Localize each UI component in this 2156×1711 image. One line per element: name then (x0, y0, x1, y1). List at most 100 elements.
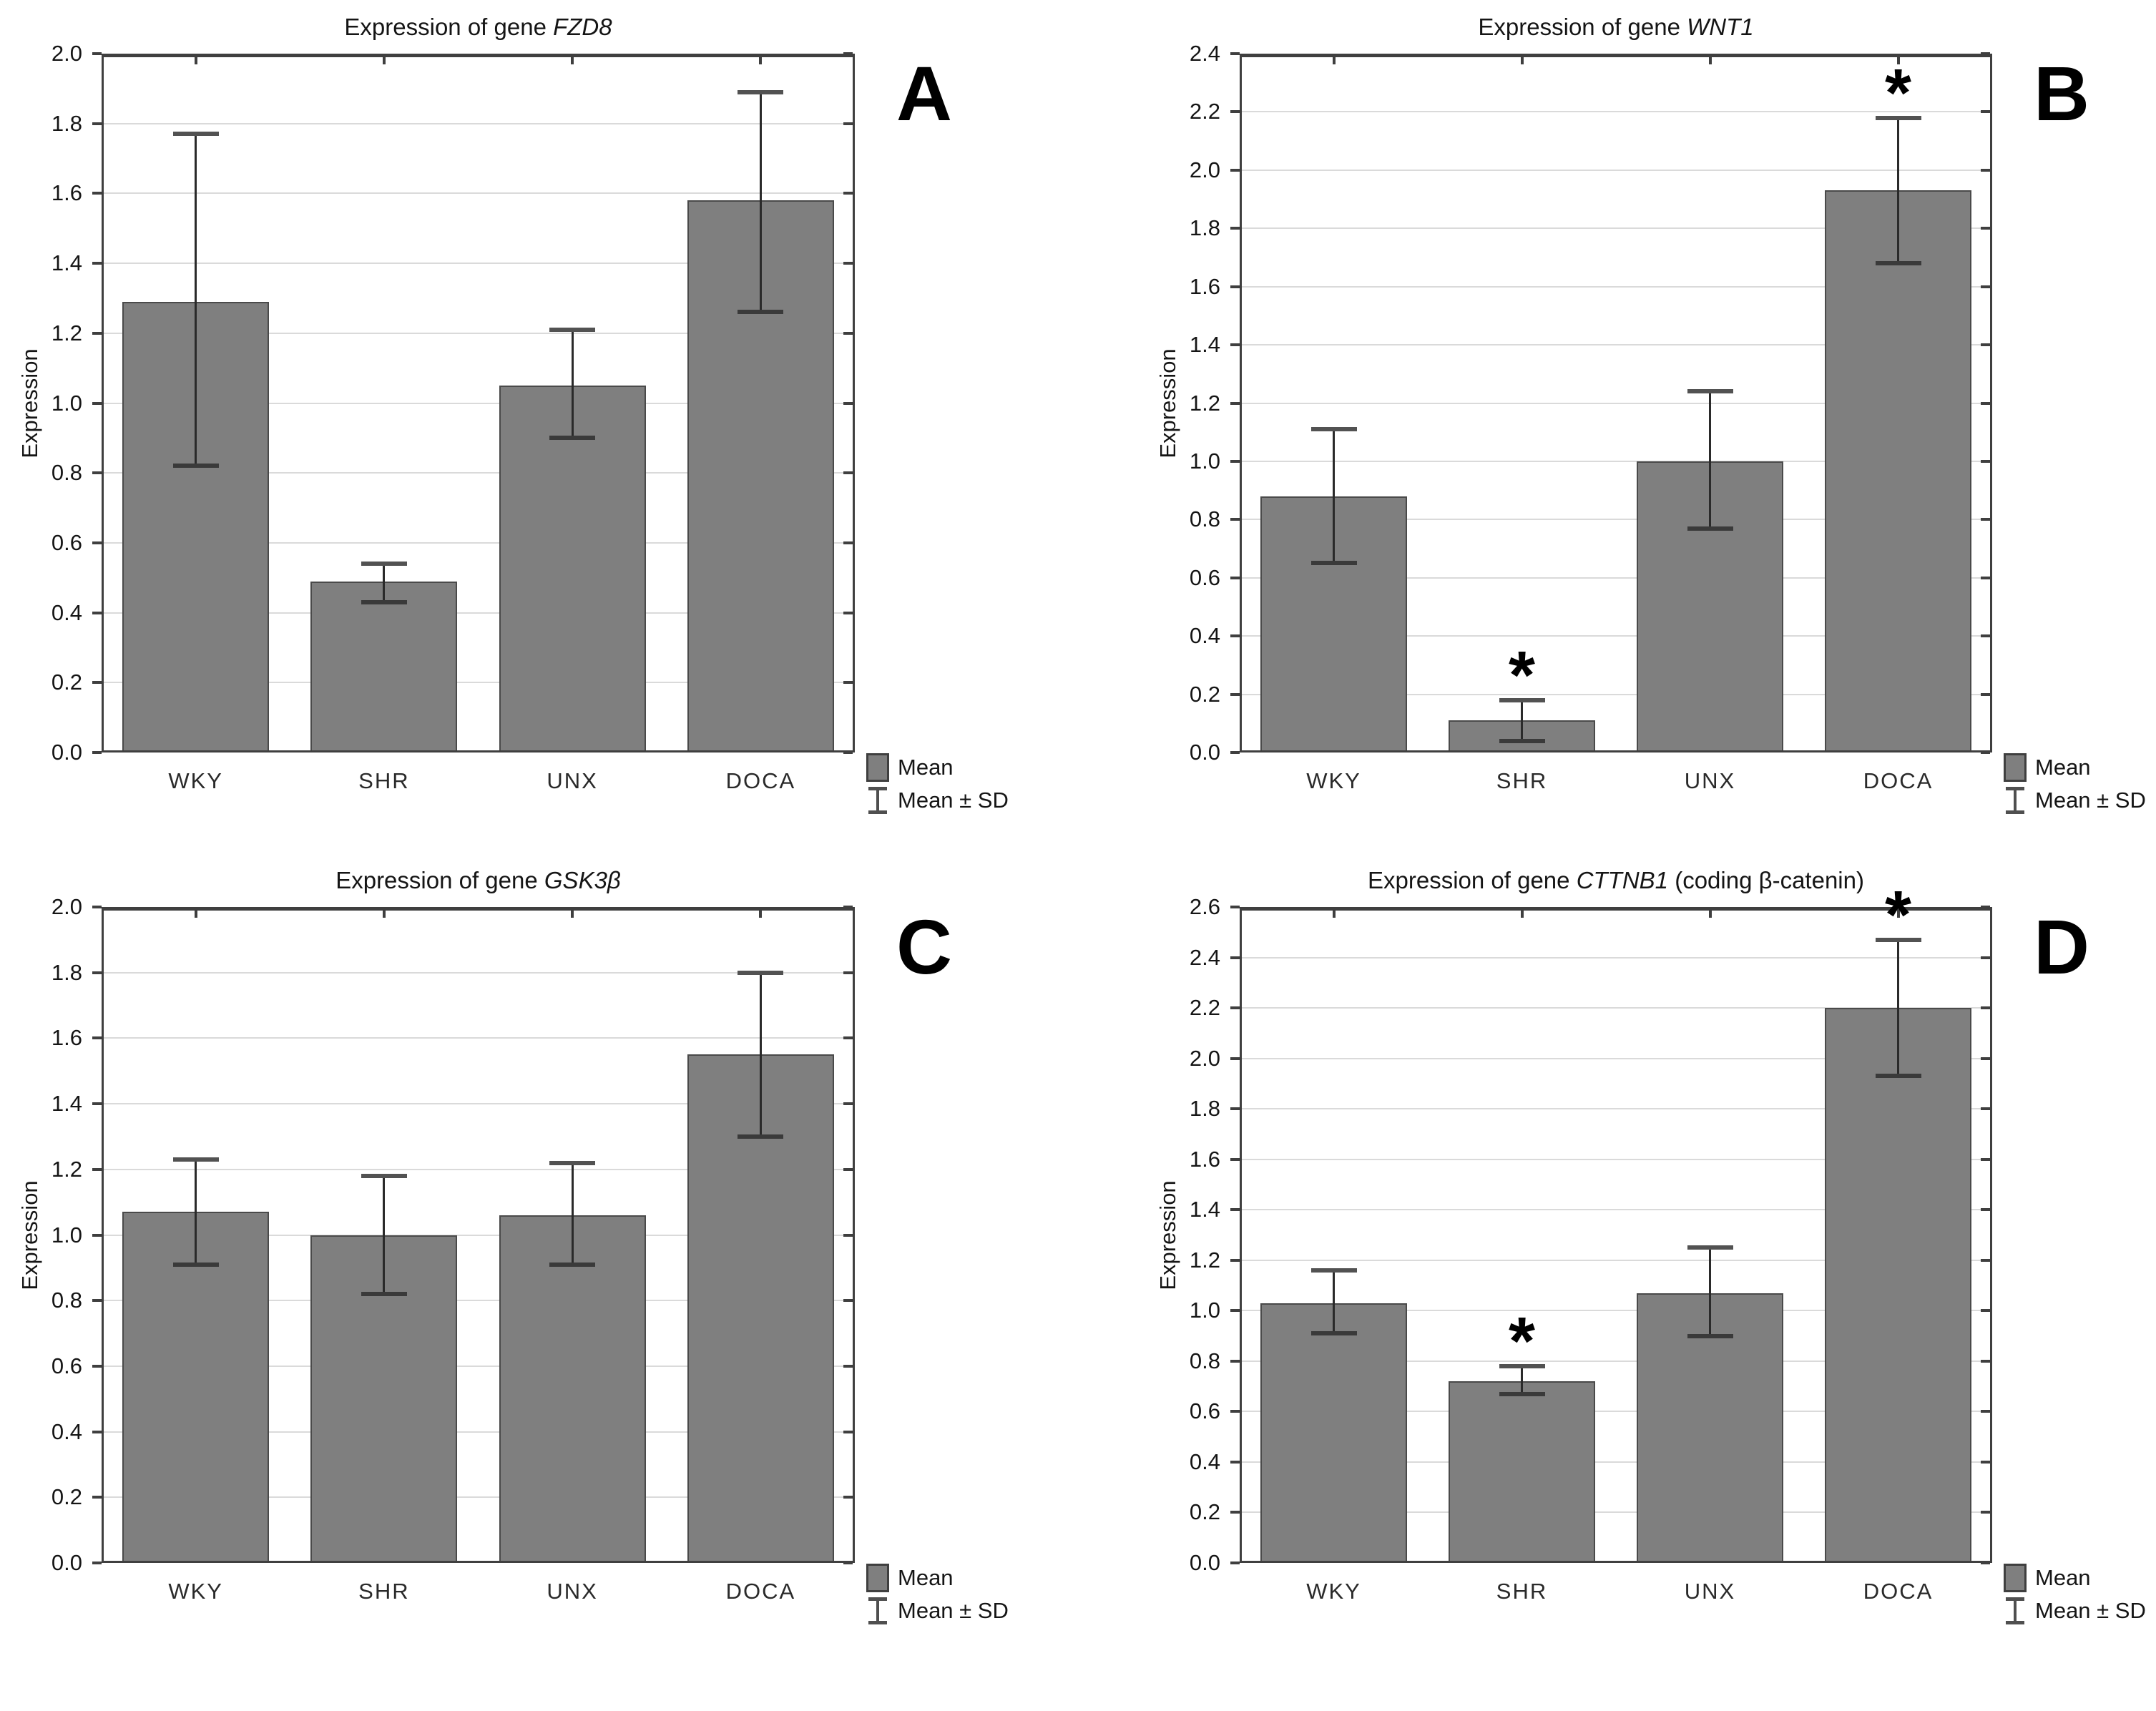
bar-doca (1825, 1008, 1971, 1561)
y-axis-tick (92, 681, 102, 685)
y-axis-tick (92, 1299, 102, 1303)
legend-c: Mean Mean ± SD (866, 1562, 1009, 1627)
gridline (1242, 1461, 1990, 1463)
gridline (1242, 1007, 1990, 1009)
error-bar-line (195, 134, 197, 466)
gridline (1242, 111, 1990, 113)
x-axis-tick-top (382, 911, 386, 918)
x-axis-tick-top (759, 911, 763, 918)
x-category-label: UNX (547, 1579, 598, 1604)
error-bar-line (1897, 117, 1899, 264)
mean-swatch-icon (2004, 753, 2027, 782)
error-bar-cap-bottom (1687, 1333, 1733, 1338)
error-bar-cap-top (549, 327, 596, 332)
x-category-label: WKY (168, 768, 223, 793)
error-bar-cap-bottom (172, 464, 219, 469)
error-bar-cap-bottom (549, 1262, 596, 1267)
error-bar-icon (866, 787, 889, 814)
significance-asterisk: * (1509, 637, 1535, 713)
y-tick-label: 0.8 (1189, 506, 1220, 532)
error-bar-line (383, 1175, 386, 1295)
y-axis-tick (92, 1167, 102, 1171)
y-axis-tick-right (843, 192, 853, 195)
plot-area-b (1240, 54, 1992, 752)
y-tick-label: 1.4 (51, 1091, 82, 1117)
gridline (1242, 693, 1990, 695)
error-bar-line (383, 564, 386, 602)
y-tick-label: 1.8 (51, 110, 82, 136)
y-axis-tick-right (1981, 576, 1990, 579)
plot-area-c (102, 907, 855, 1563)
y-axis-tick-right (1981, 52, 1990, 55)
gridline (104, 541, 853, 544)
bar-unx (499, 1215, 646, 1561)
y-axis-tick-right (843, 471, 853, 475)
error-bar-line (571, 329, 574, 438)
y-axis-tick-right (1981, 1056, 1990, 1060)
y-axis-tick-right (843, 541, 853, 544)
legend-mean-row: Mean (866, 1562, 1009, 1594)
y-axis-tick-right (1981, 692, 1990, 696)
x-axis-tick-top (194, 911, 197, 918)
error-bar-line (1897, 939, 1899, 1077)
y-axis-tick (92, 541, 102, 544)
y-axis-tick-right (843, 1036, 853, 1040)
error-bar-line (1333, 429, 1335, 564)
legend-sd-row: Mean ± SD (2004, 1594, 2146, 1627)
y-axis-tick-right (843, 1167, 853, 1171)
y-axis-tick (92, 262, 102, 265)
y-tick-label: 1.6 (1189, 1146, 1220, 1172)
gridline (1242, 285, 1990, 288)
error-bar-cap-top (1310, 427, 1357, 432)
y-axis-tick (1230, 110, 1240, 114)
y-axis-tick-right (843, 1233, 853, 1237)
y-axis-tick (1230, 751, 1240, 754)
legend-d: Mean Mean ± SD (2004, 1562, 2146, 1627)
y-axis-tick (1230, 227, 1240, 230)
y-axis-tick-right (843, 1562, 853, 1564)
error-bar-line (1333, 1270, 1335, 1334)
legend-mean-row: Mean (2004, 1562, 2146, 1594)
y-axis-tick-right (1981, 1208, 1990, 1212)
y-tick-label: 0.2 (1189, 1499, 1220, 1525)
y-axis-tick (1230, 285, 1240, 288)
legend-sd-label: Mean ± SD (2035, 1598, 2146, 1623)
error-bar-line (759, 92, 762, 313)
y-axis-tick-right (1981, 906, 1990, 908)
y-axis-tick (1230, 1359, 1240, 1363)
error-bar-cap-bottom (549, 436, 596, 441)
x-axis-tick-top (1520, 911, 1524, 918)
y-tick-label: 0.2 (51, 670, 82, 695)
panel-b-title: Expression of gene WNT1 (1240, 14, 1992, 41)
error-bar-line (759, 972, 762, 1137)
gene-name: CTTNB1 (1576, 867, 1669, 893)
y-tick-label: 0.0 (51, 1550, 82, 1575)
y-axis-tick-right (1981, 168, 1990, 172)
gridline (104, 1037, 853, 1039)
y-tick-label: 1.0 (1189, 1298, 1220, 1323)
title-suffix: (coding β-catenin) (1668, 867, 1864, 893)
x-category-label: WKY (1306, 768, 1361, 793)
y-axis-tick-right (843, 751, 853, 754)
significance-asterisk: * (1885, 54, 1911, 131)
mean-swatch-icon (866, 753, 889, 782)
gridline (1242, 1360, 1990, 1362)
y-axis-tick-right (1981, 227, 1990, 230)
y-axis-tick-right (1981, 1359, 1990, 1363)
y-axis-tick-right (1981, 1511, 1990, 1514)
panel-c-title: Expression of gene GSK3β (102, 867, 855, 894)
legend-mean-label: Mean (898, 1565, 954, 1590)
x-axis-tick-top (382, 57, 386, 64)
legend-mean-label: Mean (2035, 1565, 2091, 1590)
x-axis-tick-top (1332, 57, 1336, 64)
y-axis-tick (1230, 1107, 1240, 1111)
y-axis-tick (92, 1233, 102, 1237)
y-axis-tick (92, 471, 102, 475)
error-bar-line (195, 1160, 197, 1265)
x-category-label: SHR (358, 768, 410, 793)
significance-asterisk: * (1885, 876, 1911, 953)
error-bar-cap-top (361, 562, 407, 567)
y-tick-label: 0.4 (1189, 623, 1220, 649)
legend-sd-label: Mean ± SD (898, 1598, 1009, 1623)
